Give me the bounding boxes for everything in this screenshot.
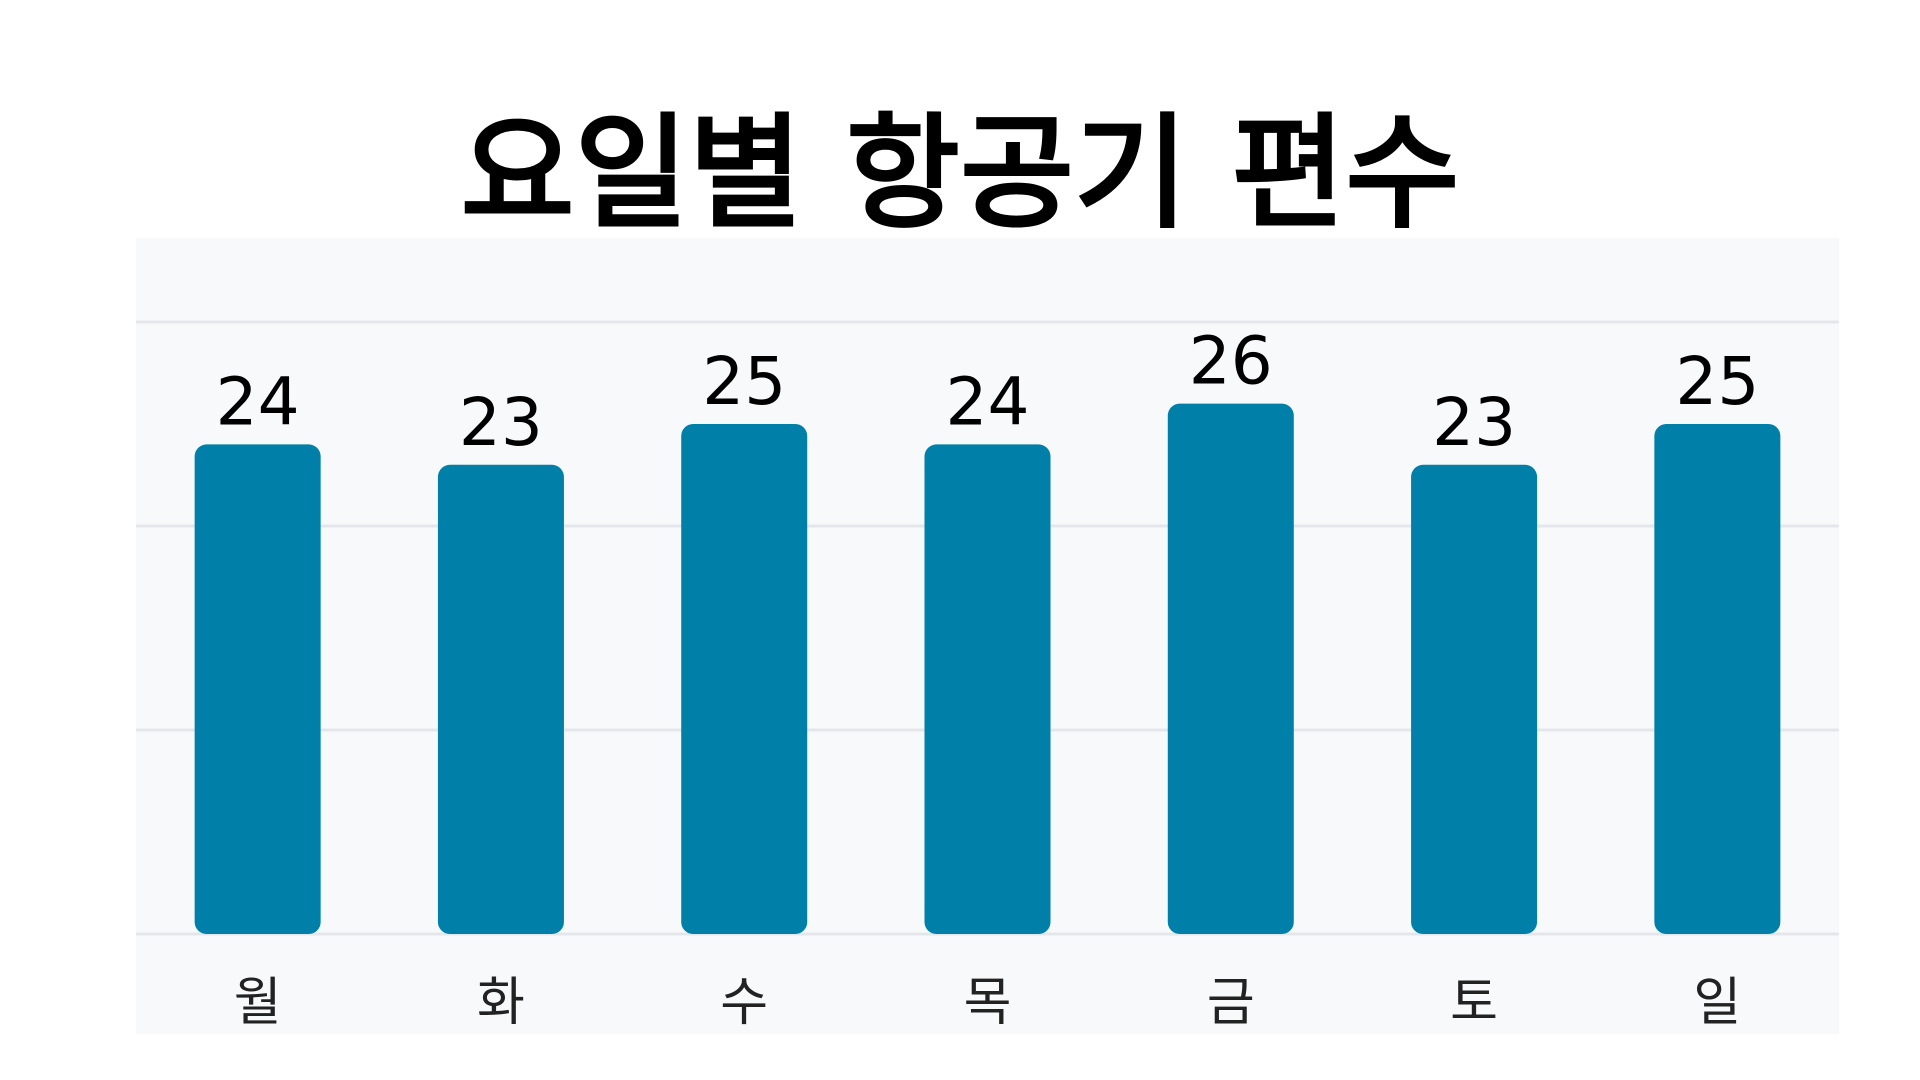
data-label: 25 [1675,343,1759,420]
x-tick-label: 화 [477,973,525,1033]
data-label: 26 [1189,323,1273,400]
data-label: 23 [1432,384,1516,461]
x-tick-label: 일 [1693,973,1741,1033]
x-tick-label: 금 [1207,973,1255,1033]
data-label: 24 [216,363,300,440]
bar [1654,424,1781,934]
bar [1167,403,1294,935]
data-label: 24 [946,363,1030,440]
x-tick-label: 월 [234,973,282,1033]
x-tick-label: 토 [1450,973,1498,1033]
chart-title: 요일별 항공기 편수 [460,102,1460,246]
bar [681,424,808,934]
data-labels: 24 23 25 24 26 23 25 [216,323,1760,461]
data-label: 23 [459,384,543,461]
bar [1411,464,1538,934]
x-tick-label: 수 [720,973,768,1033]
x-tick-label: 목 [964,973,1012,1033]
bar [194,444,321,934]
data-label: 25 [702,343,786,420]
bar [437,464,564,934]
bars [194,403,1781,935]
bar [924,444,1051,934]
